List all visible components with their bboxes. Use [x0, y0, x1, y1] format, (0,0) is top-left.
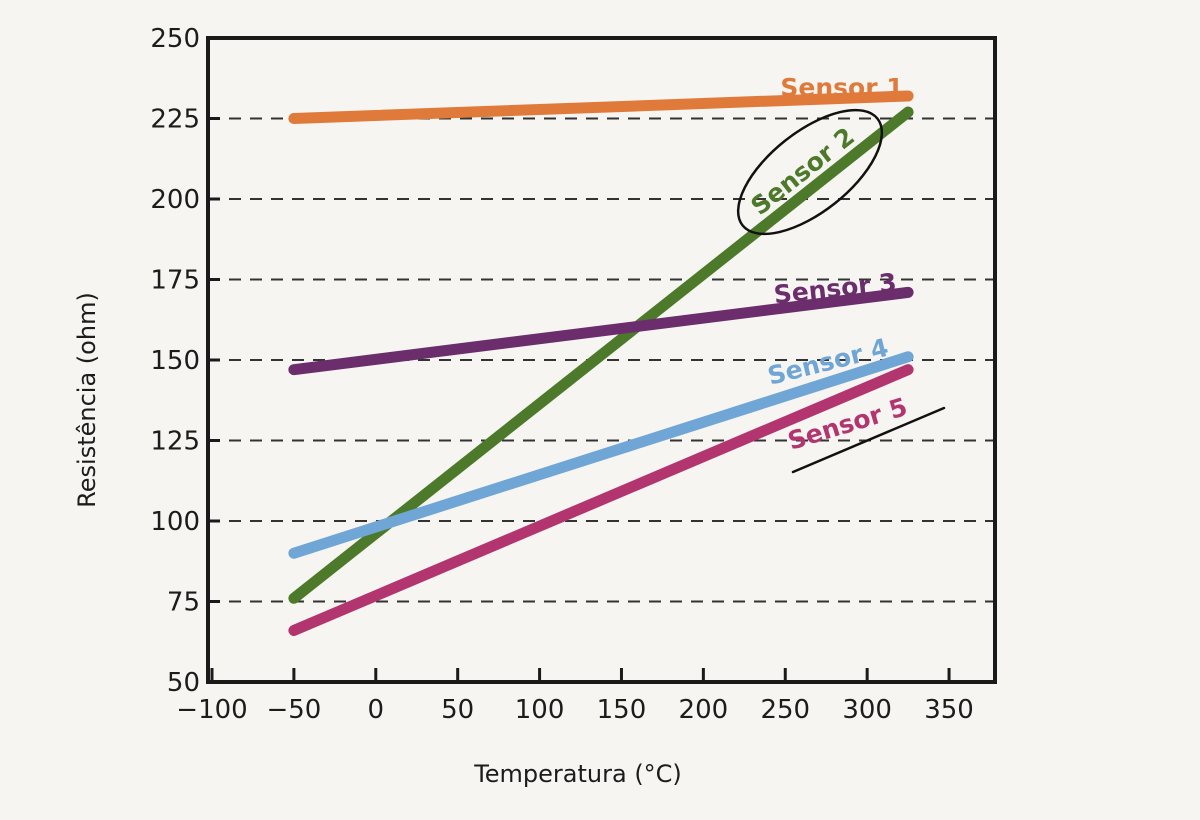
y-tick-label: 75	[167, 588, 200, 618]
axes	[206, 36, 997, 684]
x-tick-label: 300	[842, 695, 892, 725]
y-tick-label: 100	[150, 507, 200, 537]
y-tick-label: 200	[150, 185, 200, 215]
x-tick-label: 150	[597, 695, 647, 725]
series-lines	[288, 90, 914, 636]
series-label-5: Sensor 5	[784, 392, 910, 456]
y-tick-label: 125	[150, 427, 200, 457]
y-tick-label: 150	[150, 346, 200, 376]
y-tick-label: 225	[150, 105, 200, 135]
x-tick-label: 200	[679, 695, 729, 725]
series-line-4	[288, 351, 914, 559]
x-tick-label: 50	[441, 695, 474, 725]
y-tick-label: 50	[167, 668, 200, 698]
x-tick-label: −100	[176, 695, 247, 725]
x-tick-label: 250	[760, 695, 810, 725]
x-axis-title: Temperatura (°C)	[473, 760, 682, 788]
y-axis-title: Resistência (ohm)	[73, 292, 101, 508]
x-tick-label: 0	[368, 695, 385, 725]
x-tick-label: 350	[924, 695, 974, 725]
tick-labels: 50 75 100 125 150 175 200 225 250 −100 −50 0 50 100 15…	[150, 24, 974, 725]
series-label-2: Sensor 2	[745, 122, 860, 221]
x-tick-label: −50	[266, 695, 321, 725]
highlight-underline	[791, 406, 946, 474]
y-tick-label: 250	[150, 24, 200, 54]
x-tick-label: 100	[515, 695, 565, 725]
highlight-circle	[736, 108, 884, 236]
series-line-1	[288, 90, 914, 124]
series-line-3	[288, 286, 914, 376]
y-tick-label: 175	[150, 266, 200, 296]
series-label-1: Sensor 1	[780, 73, 903, 102]
series-line-5	[288, 364, 914, 636]
